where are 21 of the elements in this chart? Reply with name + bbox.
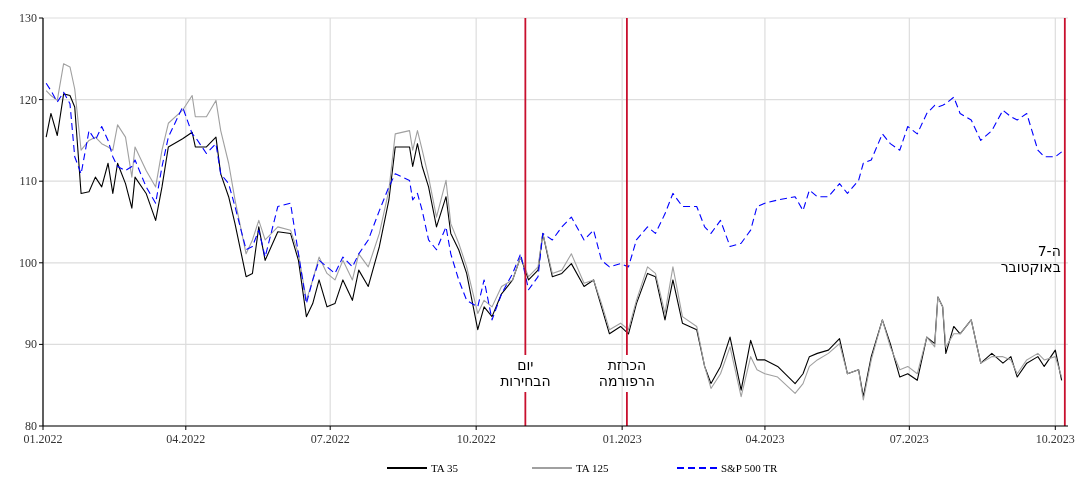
y-tick-label: 110 xyxy=(19,174,37,189)
x-tick-label: 10.2022 xyxy=(456,432,496,446)
x-tick-label: 04.2023 xyxy=(745,432,785,446)
y-tick-label: 100 xyxy=(19,255,37,270)
y-tick-label: 90 xyxy=(25,337,37,352)
legend-label: TA 35 xyxy=(431,462,459,474)
y-tick-label: 120 xyxy=(19,92,37,107)
x-tick-label: 07.2023 xyxy=(889,432,929,446)
ref-line-label: הכרזת הרפורמה xyxy=(598,357,655,389)
x-tick-label: 01.2022 xyxy=(23,432,63,446)
y-tick-label: 80 xyxy=(25,419,37,433)
ref-line-label: יום הבחירות xyxy=(500,357,551,389)
legend-label: TA 125 xyxy=(576,462,609,474)
y-tick-label: 130 xyxy=(19,11,37,25)
x-tick-label: 07.2022 xyxy=(310,432,350,446)
x-tick-label: 01.2023 xyxy=(602,432,642,446)
line-series xyxy=(45,82,1063,321)
ref-line-label: ה-7 באוקטובר xyxy=(1000,243,1061,276)
x-tick-label: 10.2023 xyxy=(1035,432,1075,446)
x-tick-label: 04.2022 xyxy=(166,432,206,446)
legend-label: S&P 500 TR xyxy=(721,462,778,474)
